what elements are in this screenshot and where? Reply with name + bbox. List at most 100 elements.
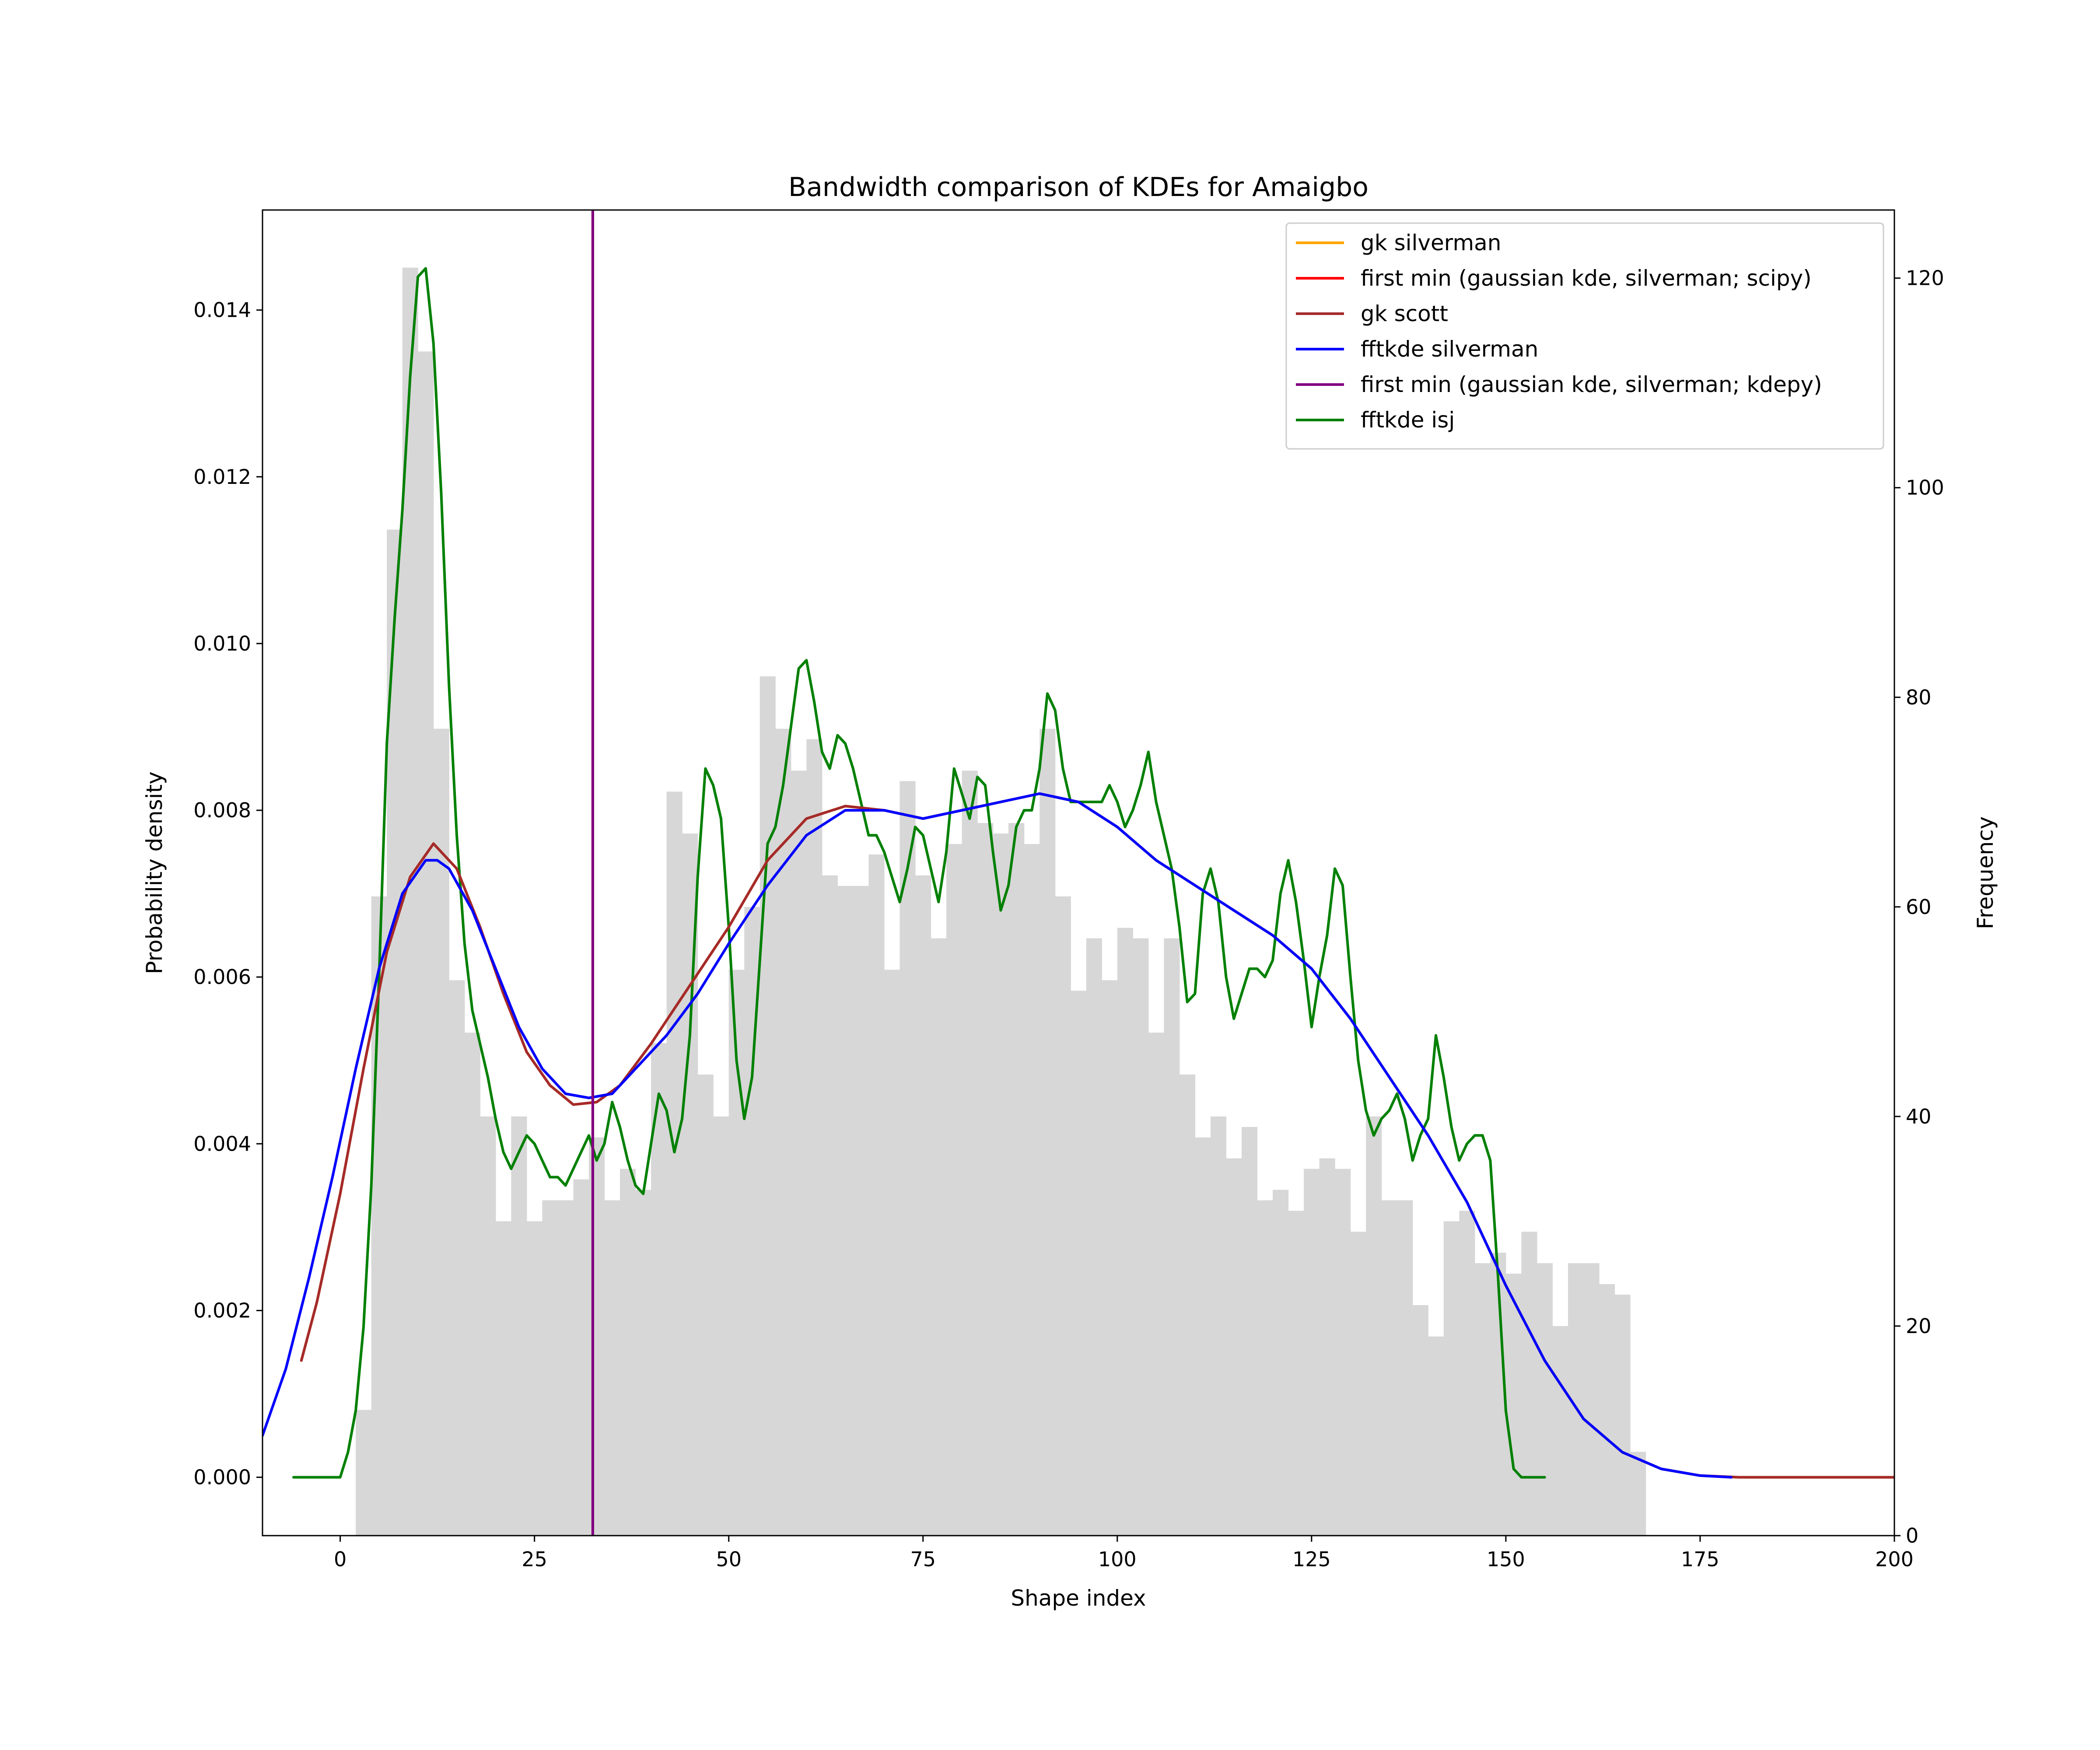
histogram-bar (1164, 938, 1180, 1536)
histogram-bar (1055, 896, 1071, 1536)
y2-tick-label: 20 (1906, 1314, 1932, 1338)
x-tick-label: 0 (334, 1547, 346, 1571)
y-tick-label: 0.012 (193, 465, 251, 489)
histogram-bar (1536, 1263, 1553, 1536)
y2-tick-label: 100 (1906, 476, 1944, 500)
kde-lines (262, 210, 1894, 1536)
histogram-bar (433, 728, 449, 1536)
histogram-bar (853, 886, 869, 1536)
y-tick-label: 0.014 (193, 298, 251, 322)
y2-tick-label: 0 (1906, 1524, 1918, 1547)
y2-axis-label: Frequency (1973, 816, 1998, 929)
histogram-bar (1257, 1200, 1273, 1536)
histogram-bar (993, 833, 1009, 1536)
histogram-bar (449, 980, 465, 1536)
histogram-bar (1304, 1169, 1320, 1536)
histogram-bar (1242, 1127, 1258, 1536)
histogram-bar (713, 1116, 729, 1536)
histogram-bar (1521, 1232, 1537, 1536)
histogram-bar (464, 1032, 480, 1536)
histogram-bar (1008, 823, 1025, 1536)
histogram-bar (1552, 1326, 1568, 1536)
histogram-bar (977, 823, 994, 1536)
x-axis-label: Shape index (1011, 1586, 1146, 1611)
histogram-bar (868, 854, 885, 1536)
histogram-bar (418, 351, 434, 1536)
histogram-bar (635, 1190, 651, 1536)
histogram-bar (1614, 1295, 1631, 1536)
histogram-bar (1086, 938, 1102, 1536)
histogram-bar (1102, 980, 1118, 1536)
histogram-bar (651, 1043, 667, 1536)
histogram-bar (915, 875, 931, 1536)
histogram-bar (542, 1200, 558, 1536)
y2-tick-label: 120 (1906, 266, 1944, 290)
y-tick-label: 0.000 (193, 1466, 251, 1489)
series-fftkde-silverman-line (262, 792, 1732, 1479)
legend-gk-scott-label: gk scott (1361, 301, 1448, 326)
legend-fftkde-silverman-label: fftkde silverman (1361, 336, 1538, 362)
histogram-bar (1630, 1452, 1646, 1536)
histogram-bar (962, 770, 978, 1536)
histogram-bar (1505, 1274, 1522, 1536)
histogram (356, 267, 1646, 1536)
y-tick-label: 0.004 (193, 1132, 251, 1155)
histogram-bar (1195, 1137, 1211, 1536)
histogram-bar (1335, 1169, 1351, 1536)
histogram-bar (1474, 1263, 1491, 1536)
histogram-bar (837, 886, 854, 1536)
histogram-bar (1148, 1032, 1164, 1536)
histogram-bar (1350, 1232, 1366, 1536)
histogram-bar (1117, 928, 1133, 1536)
histogram-bar (1319, 1158, 1335, 1536)
y2-tick-label: 60 (1906, 895, 1932, 919)
histogram-bar (1024, 844, 1040, 1536)
histogram-bar (1226, 1158, 1242, 1536)
y-tick-label: 0.008 (193, 798, 251, 822)
histogram-bar (387, 529, 403, 1536)
histogram-bar (946, 844, 962, 1536)
legend-first-min-gaussian-kde-silverman-kdepy-label: first min (gaussian kde, silverman; kdep… (1361, 372, 1822, 397)
histogram-bar (480, 1116, 496, 1536)
x-tick-label: 100 (1098, 1547, 1137, 1571)
histogram-bar (620, 1169, 636, 1536)
histogram-bar (697, 1074, 714, 1536)
plot-frame (262, 209, 1895, 1536)
series-fftkde-isj-line (292, 267, 1546, 1479)
y-axis: 0.000 0.002 0.004 0.006 0.008 0.010 0.012 0.014 (193, 298, 262, 1489)
histogram-bar (822, 875, 838, 1536)
x-tick-label: 25 (522, 1547, 547, 1571)
histogram-bar (1583, 1263, 1600, 1536)
histogram-bar (356, 1410, 372, 1536)
histogram-bar (1273, 1190, 1289, 1536)
histogram-bar (557, 1200, 574, 1536)
histogram-bar (1412, 1305, 1428, 1536)
histogram-bar (1179, 1074, 1196, 1536)
histogram-bar (900, 781, 916, 1536)
histogram-bar (511, 1116, 527, 1536)
x-tick-label: 150 (1487, 1547, 1525, 1571)
histogram-bar (1459, 1211, 1475, 1536)
histogram-bar (1210, 1116, 1227, 1536)
legend-box (1285, 222, 1884, 450)
histogram-bar (1443, 1221, 1460, 1536)
histogram-bar (760, 676, 776, 1536)
x-tick-label: 175 (1681, 1547, 1719, 1571)
y2-tick-label: 40 (1906, 1105, 1932, 1128)
histogram-bar (604, 1200, 620, 1536)
legend: gk silverman first min (gaussian kde, sil… (1285, 222, 1884, 450)
x-tick-label: 50 (716, 1547, 742, 1571)
histogram-bar (666, 791, 682, 1536)
x-tick-label: 75 (910, 1547, 936, 1571)
legend-fftkde-isj-label: fftkde isj (1361, 407, 1455, 433)
histogram-bar (573, 1179, 589, 1536)
x-tick-label: 125 (1292, 1547, 1331, 1571)
x-axis: 0 25 50 75 100 125 150 175 200 (334, 1536, 1914, 1571)
chart-title: Bandwidth comparison of KDEs for Amaigbo (788, 172, 1368, 203)
histogram-bar (1381, 1200, 1397, 1536)
histogram-bar (1040, 728, 1056, 1536)
histogram-bar (1133, 938, 1149, 1536)
histogram-bar (495, 1221, 511, 1536)
histogram-bar (1071, 990, 1087, 1536)
